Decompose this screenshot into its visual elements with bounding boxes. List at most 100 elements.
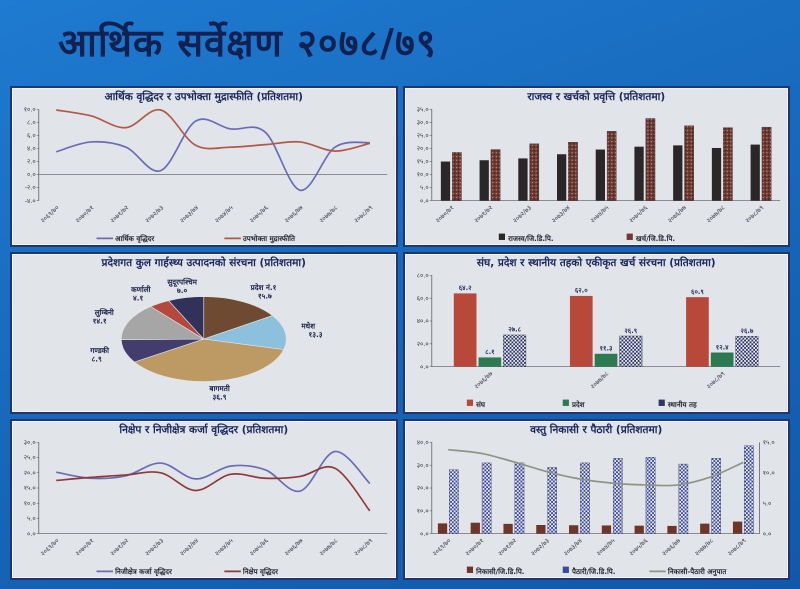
provincial-gdp-chart-title: प्रदेशगत कुल गार्हस्थ्य उत्पादनको संरचना… [101,257,306,270]
svg-text:२०७६/७७: २०७६/७७ [660,536,682,558]
svg-text:२६.७: २६.७ [740,327,753,335]
svg-text:१५.७: १५.७ [258,292,272,301]
svg-text:६०.०: ६०.० [416,295,428,303]
svg-text:निकासी/जि.डि.पि.: निकासी/जि.डि.पि. [475,567,524,576]
svg-text:३०.०: ३०.० [416,119,428,127]
svg-text:६.०: ६.० [27,132,36,140]
svg-text:२०७८/७९: २०७८/७९ [353,204,375,225]
svg-text:६०.९: ६०.९ [691,288,704,296]
svg-text:२०७२/७३: २०७२/७३ [511,204,533,225]
svg-text:१०.०: १०.० [416,171,428,179]
consolidated-expenditure-bar-chart: ८०.० ६०.० ४०.० २०.० ०.० २०७६/७७ २०७७/७८ २०७८/७९… [416,272,780,409]
svg-text:२०.०: २०.० [24,469,36,477]
svg-text:२०७३/७४: २०७३/७४ [562,536,584,558]
svg-text:प्रदेश नं.१: प्रदेश नं.१ [250,283,277,292]
svg-text:२०७५/७६: २०७५/७६ [248,203,270,225]
svg-text:२०७५/७६: २०७५/७६ [627,536,649,558]
poster-header: आर्थिक सर्वेक्षण २०७८/७९ [0,0,800,84]
svg-text:२०७८/७९: २०७८/७९ [353,536,375,557]
svg-text:११.३: ११.३ [599,345,612,353]
svg-text:स्थानीय तह: स्थानीय तह [666,400,697,409]
svg-text:२०.०: २०.० [416,484,428,492]
svg-text:-४.०: -४.० [25,197,36,205]
svg-text:०.०: ०.० [420,529,429,537]
svg-text:२०७५/७६: २०७५/७६ [627,203,649,225]
svg-text:४.१: ४.१ [133,294,143,303]
svg-text:०.०: ०.० [762,529,771,537]
svg-text:२०७१/७२: २०७१/७२ [496,536,518,557]
svg-text:२०७२/७३: २०७२/७३ [144,204,166,225]
provincial-gdp-pie-chart: प्रदेश नं.११५.७ मधेश१३.३ बागमती३६.९ गण्डकी८… [89,278,322,402]
svg-text:२०७०/७१: २०७०/७१ [463,536,485,557]
svg-text:राजस्व/जि.डि.पि.: राजस्व/जि.डि.पि. [507,234,553,243]
svg-text:५.०: ५.० [420,184,429,192]
svg-text:२०६९/७०: २०६९/७० [39,204,61,225]
svg-text:०.०: ०.० [27,529,36,537]
svg-text:६४.२: ६४.२ [458,285,471,293]
svg-text:०.०: ०.० [420,363,429,371]
svg-text:२५.०: २५.० [24,453,36,461]
svg-text:८.०: ८.० [27,119,36,127]
svg-text:२०७३/७४: २०७३/७४ [178,536,200,558]
svg-text:४.०: ४.० [27,145,36,153]
svg-text:निक्षेप वृद्धिदर: निक्षेप वृद्धिदर [242,567,279,577]
svg-text:निजीक्षेत्र कर्जा वृद्धिदर: निजीक्षेत्र कर्जा वृद्धिदर [114,567,173,577]
svg-text:२०७७/७८: २०७७/७८ [693,536,715,557]
svg-text:५.०: ५.० [762,499,771,507]
svg-text:३०.०: ३०.० [416,461,428,469]
revenue-expenditure-bar-chart: ३५.० ३०.० २५.० २०.० १५.० १०.० ५.० ०.० २०७०/७१ २०७… [416,105,780,243]
svg-text:२७.८: २७.८ [508,326,521,334]
svg-text:८.९: ८.९ [92,355,102,364]
svg-text:२६.९: २६.९ [624,327,637,335]
svg-text:१४.१: १४.१ [93,317,107,326]
svg-text:१२.४: १२.४ [715,344,728,352]
svg-text:१५.०: १५.० [416,158,428,166]
svg-text:संघ: संघ [475,400,486,409]
svg-text:१०.०: १०.० [24,499,36,507]
svg-text:पैठारी/जि.डि.पि.: पैठारी/जि.डि.पि. [571,567,615,576]
svg-text:कर्णाली: कर्णाली [130,285,151,294]
svg-text:सुदूरपश्चिम: सुदूरपश्चिम [166,278,197,288]
export-import-chart-title: वस्तु निकासी र पैठारी (प्रतिशतमा) [530,423,663,436]
revenue-expenditure-chart-title: राजस्व र खर्चको प्रवृत्ति (प्रतिशतमा) [527,91,666,103]
svg-text:२०७०/७१: २०७०/७१ [433,204,455,225]
svg-text:२०७७/७८: २०७७/७८ [704,204,726,225]
svg-text:१०.०: १०.० [24,105,36,113]
svg-text:गण्डकी: गण्डकी [89,346,110,355]
svg-text:६२.०: ६२.० [574,287,587,295]
svg-text:निकासी-पैठारी अनुपात: निकासी-पैठारी अनुपात [666,567,726,577]
svg-text:२०७४/७५: २०७४/७५ [594,536,616,558]
svg-text:१५.०: १५.० [24,484,36,492]
svg-text:२०७३/७४: २०७३/७४ [178,203,200,225]
svg-text:२०७०/७१: २०७०/७१ [74,536,96,557]
svg-text:२०.०: २०.० [416,145,428,153]
svg-text:२०७६/७७: २०७६/७७ [283,536,305,558]
svg-text:२०६९/७०: २०६९/७० [39,536,61,557]
svg-text:२०७६/७७: २०७६/७७ [283,203,305,225]
svg-text:८०.०: ८०.० [416,272,428,280]
consolidated-expenditure-chart-title: संघ, प्रदेश र स्थानीय तहको एकीकृत खर्च स… [476,257,716,270]
panel-revenue-expenditure: राजस्व र खर्चको प्रवृत्ति (प्रतिशतमा) ३५… [402,86,790,248]
svg-text:प्रदेश: प्रदेश [571,400,586,409]
svg-text:८.१: ८.१ [485,349,494,357]
svg-text:-२.०: -२.० [25,184,36,192]
svg-text:२०७४/७५: २०७४/७५ [213,536,235,558]
svg-text:३६.९: ३६.९ [213,393,227,402]
svg-text:खर्च/जि.डि.पि.: खर्च/जि.डि.पि. [634,234,674,243]
svg-text:१५.०: १५.० [762,438,774,446]
svg-text:२०७७/७८: २०७७/७८ [588,370,610,391]
svg-text:२०७८/७९: २०७८/७९ [704,370,726,391]
deposit-credit-chart-title: निक्षेप र निजीक्षेत्र कर्जा वृद्धिदर (प्… [119,423,289,436]
svg-text:२०.०: २०.० [416,340,428,348]
svg-text:२५.०: २५.० [416,132,428,140]
svg-text:०.०: ०.० [420,197,429,205]
svg-text:२०७७/७८: २०७७/७८ [318,204,340,225]
svg-text:२.०: २.० [27,158,36,166]
growth-inflation-chart-title: आर्थिक वृद्धिदर र उपभोक्ता मुद्रास्फीति … [104,91,303,103]
panel-growth-inflation: आर्थिक वृद्धिदर र उपभोक्ता मुद्रास्फीति … [10,86,398,248]
svg-text:०.०: ०.० [27,171,36,179]
svg-text:१०.०: १०.० [762,469,774,477]
svg-text:२०७६/७७: २०७६/७७ [666,203,688,225]
